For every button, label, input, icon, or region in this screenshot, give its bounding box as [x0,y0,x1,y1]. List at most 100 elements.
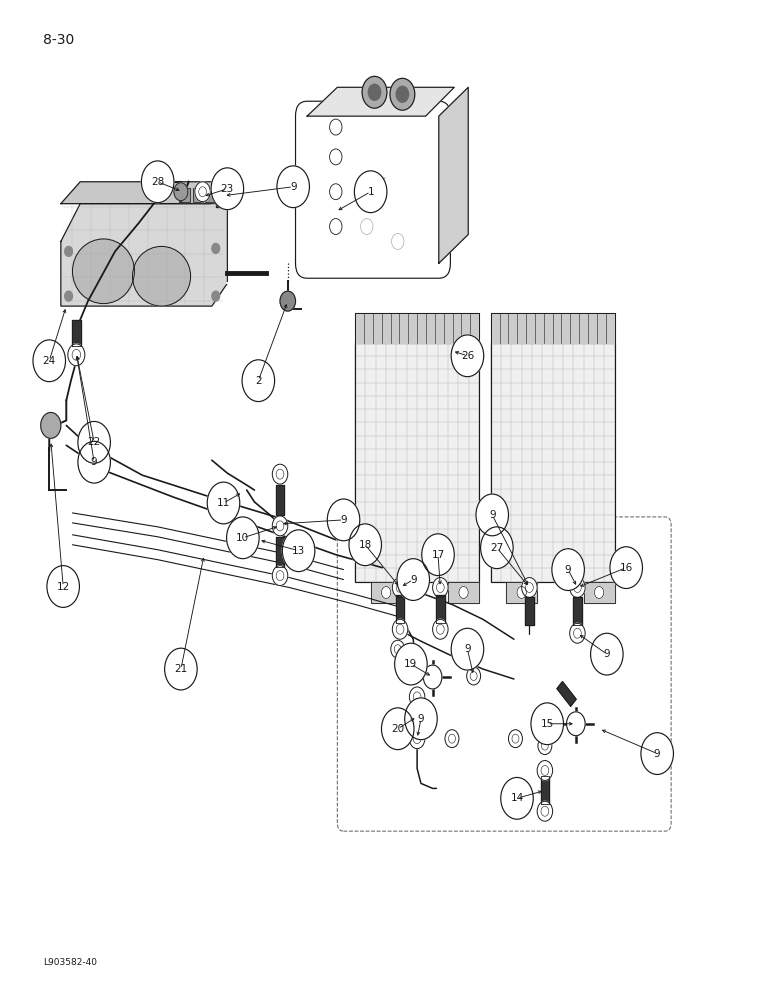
Circle shape [509,730,523,748]
Circle shape [141,161,174,203]
Circle shape [207,482,239,524]
Circle shape [422,534,454,576]
Bar [461,313,470,343]
Circle shape [282,530,315,572]
Circle shape [354,171,387,213]
Circle shape [211,168,243,210]
Polygon shape [573,597,582,625]
Circle shape [392,619,408,639]
Ellipse shape [73,239,134,304]
Circle shape [405,698,438,740]
Text: 9: 9 [565,565,572,575]
Text: 9: 9 [604,649,610,659]
Circle shape [212,291,220,301]
Circle shape [272,566,288,586]
FancyBboxPatch shape [296,101,450,278]
Circle shape [277,166,310,208]
Circle shape [445,730,459,748]
Text: 12: 12 [57,582,69,592]
Circle shape [165,648,197,690]
Circle shape [330,219,342,234]
Circle shape [65,246,73,256]
Bar [580,313,588,343]
Bar [205,188,216,202]
Bar [562,313,570,343]
Bar [205,188,216,202]
Circle shape [480,527,513,569]
Text: 11: 11 [217,498,230,508]
Circle shape [517,587,526,598]
Circle shape [362,76,387,108]
Polygon shape [583,582,615,603]
Circle shape [212,243,220,253]
Text: 1: 1 [367,187,374,197]
Bar [426,313,434,343]
Circle shape [641,733,673,774]
Circle shape [78,441,111,483]
Circle shape [392,578,408,597]
Polygon shape [506,582,537,603]
Text: 9: 9 [90,457,98,467]
Bar [606,313,615,343]
Circle shape [68,344,85,366]
Polygon shape [395,595,404,623]
Text: 10: 10 [236,533,250,543]
Text: 15: 15 [541,719,554,729]
Bar [355,313,364,343]
Bar [544,313,553,343]
Circle shape [330,184,342,200]
Text: 26: 26 [461,351,474,361]
Circle shape [242,360,275,402]
Polygon shape [72,320,81,346]
Bar [499,313,509,343]
Polygon shape [276,485,284,515]
Circle shape [552,549,584,590]
Circle shape [381,587,391,598]
Text: 16: 16 [619,563,633,573]
Bar [355,343,479,582]
Circle shape [78,421,111,463]
Circle shape [396,86,409,102]
Circle shape [397,559,430,600]
Text: 9: 9 [340,515,347,525]
Circle shape [280,291,296,311]
Circle shape [466,667,480,685]
Circle shape [410,687,425,707]
Text: 9: 9 [654,749,661,759]
Text: 17: 17 [431,550,445,560]
Circle shape [538,737,552,755]
Circle shape [227,517,259,559]
Bar [491,313,499,343]
Text: 9: 9 [410,575,417,585]
Text: 24: 24 [43,356,56,366]
Circle shape [476,494,509,536]
Polygon shape [216,185,224,207]
Circle shape [33,340,66,382]
Circle shape [360,219,373,234]
Bar [570,313,580,343]
Polygon shape [436,595,445,623]
Circle shape [391,640,405,658]
Bar [355,343,479,582]
Bar [517,313,526,343]
Bar [193,188,204,202]
Text: 9: 9 [489,510,495,520]
Circle shape [537,761,553,780]
Bar [535,313,544,343]
Circle shape [537,801,553,821]
Polygon shape [557,682,576,706]
Circle shape [566,712,585,736]
Circle shape [590,633,623,675]
Text: 20: 20 [392,724,404,734]
Circle shape [424,665,442,689]
Bar [408,313,417,343]
Circle shape [569,623,585,643]
Text: 9: 9 [290,182,296,192]
Polygon shape [525,597,534,625]
Circle shape [594,587,604,598]
Bar [434,313,444,343]
Ellipse shape [133,246,190,306]
Circle shape [522,578,537,597]
Bar [193,188,204,202]
Circle shape [41,412,61,438]
